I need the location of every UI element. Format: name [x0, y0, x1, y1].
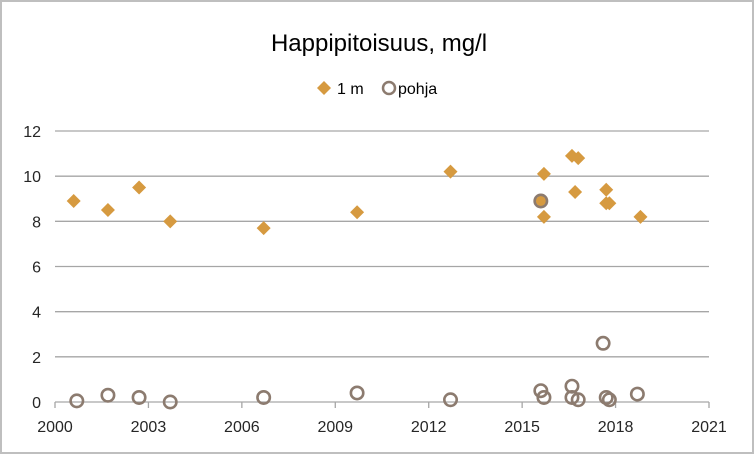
data-point-pohja	[595, 335, 611, 351]
series-1-m	[66, 148, 648, 236]
data-point-pohja	[349, 385, 365, 401]
y-tick-label: 4	[32, 305, 41, 322]
data-point-1m	[256, 221, 271, 236]
y-tick-label: 10	[23, 169, 41, 186]
y-tick-labels: 0 2 4 6 8 10 12	[23, 124, 41, 412]
legend-marker-pohja	[381, 80, 397, 96]
x-tick-label: 2003	[131, 419, 167, 436]
data-point-1m	[350, 205, 365, 220]
data-point-1m	[633, 209, 648, 224]
x-tick-label: 2015	[504, 419, 540, 436]
chart-title: Happipitoisuus, mg/l	[271, 30, 487, 57]
x-tick-labels: 2000 2003 2006 2009 2012 2015 2018 2021	[37, 419, 727, 436]
data-point-1m	[602, 196, 617, 211]
legend-label-1m: 1 m	[337, 81, 364, 98]
data-point-pohja	[256, 389, 272, 405]
data-point-1m	[163, 214, 178, 229]
data-point-pohja	[69, 393, 85, 409]
data-point-pohja	[570, 392, 586, 408]
data-point-pohja	[533, 193, 549, 209]
y-tick-label: 2	[32, 350, 41, 367]
data-point-pohja	[443, 392, 459, 408]
data-point-pohja	[100, 387, 116, 403]
legend-marker-1m	[317, 81, 331, 95]
gridlines	[55, 130, 709, 358]
data-point-1m	[66, 194, 81, 209]
legend-label-pohja: pohja	[398, 81, 437, 98]
y-tick-label: 6	[32, 260, 41, 277]
y-tick-label: 0	[32, 395, 41, 412]
data-point-pohja	[162, 394, 178, 410]
data-point-pohja	[601, 392, 617, 408]
data-point-1m	[571, 151, 586, 166]
data-point-pohja	[536, 389, 552, 405]
data-point-1m	[599, 182, 614, 197]
x-tick-label: 2000	[37, 419, 73, 436]
data-point-1m	[443, 164, 458, 179]
x-tick-label: 2012	[411, 419, 447, 436]
data-point-1m	[568, 184, 583, 199]
y-tick-label: 12	[23, 124, 41, 141]
x-tick-label: 2009	[317, 419, 353, 436]
data-point-pohja	[131, 389, 147, 405]
series-pohja	[69, 193, 645, 410]
x-tick-label: 2021	[691, 419, 727, 436]
legend: 1 m pohja	[317, 80, 437, 98]
data-point-1m	[132, 180, 147, 195]
x-tick-label: 2018	[598, 419, 634, 436]
x-tick-label: 2006	[224, 419, 260, 436]
data-series	[66, 148, 648, 410]
data-point-pohja	[629, 386, 645, 402]
data-point-1m	[100, 203, 115, 218]
data-point-1m	[536, 209, 551, 224]
data-point-1m	[536, 166, 551, 181]
y-tick-label: 8	[32, 214, 41, 231]
